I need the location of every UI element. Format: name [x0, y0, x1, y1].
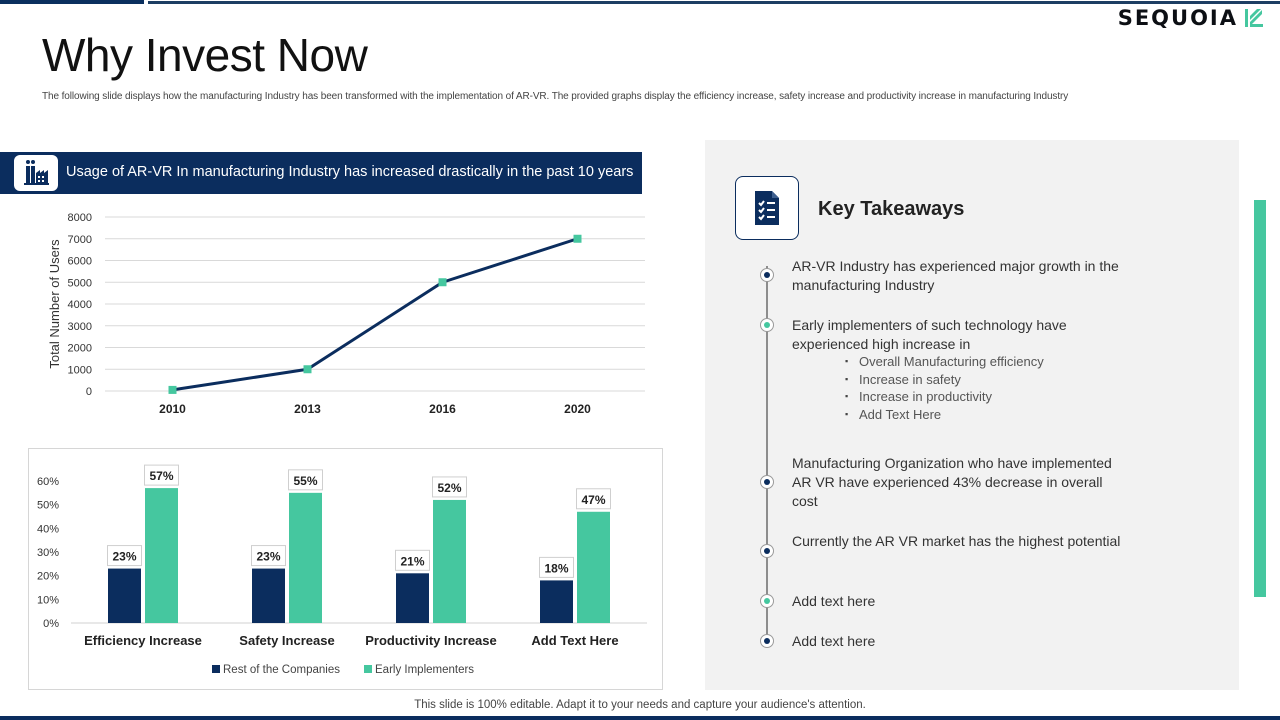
timeline-dot-1 — [760, 268, 774, 282]
y-tick-label: 10% — [37, 594, 59, 606]
legend-label: Rest of the Companies — [223, 664, 340, 676]
legend-swatch — [212, 665, 220, 673]
data-label-box — [288, 469, 323, 491]
y-tick-label: 8000 — [68, 212, 92, 224]
takeaway-1: AR-VR Industry has experienced major gro… — [792, 258, 1119, 293]
data-label-box — [539, 556, 574, 578]
data-label-box — [144, 464, 179, 486]
data-point — [573, 234, 582, 243]
data-label-box — [251, 545, 286, 567]
data-point — [168, 385, 177, 394]
footer-note: This slide is 100% editable. Adapt it to… — [414, 699, 866, 711]
y-tick-label: 1000 — [68, 364, 92, 376]
key-takeaways-panel: Key Takeaways AR-VR Industry has experie… — [705, 140, 1239, 690]
data-label-box — [432, 476, 467, 498]
y-tick-label: 50% — [37, 500, 59, 512]
y-tick-label: 0% — [43, 618, 59, 630]
legend-swatch — [364, 665, 372, 673]
increase-bar-chart: 0% 10% 20% 30% 40% 50% 60% 23% 57% Efficiency Inc… — [37, 464, 647, 676]
data-label-box — [576, 488, 611, 510]
series-line — [172, 237, 578, 392]
bar — [289, 492, 322, 623]
bar — [433, 499, 466, 623]
data-label: 23% — [112, 550, 136, 564]
timeline-dot-5 — [760, 594, 774, 608]
bar — [145, 488, 178, 623]
legend-label: Early Implementers — [375, 664, 474, 676]
users-line-chart: 0 1000 2000 3000 4000 5000 6000 7000 8000 2010 201… — [47, 212, 645, 416]
takeaway-2-sublist: Overall Manufacturing efficiency Increas… — [845, 353, 1044, 423]
page-subtitle: The following slide displays how the man… — [42, 91, 1069, 102]
logo-text: SEQUOIA — [1117, 6, 1238, 30]
category-label: Safety Increase — [239, 633, 334, 648]
sublist-item: Overall Manufacturing efficiency — [845, 353, 1044, 371]
factory-icon — [14, 155, 58, 191]
bar — [540, 580, 573, 623]
bar — [396, 573, 429, 623]
bottom-accent-bar — [0, 716, 1280, 720]
x-tick-label: 2013 — [294, 402, 321, 416]
y-axis-label: Total Number of Users — [47, 239, 62, 369]
timeline-dot-6 — [760, 634, 774, 648]
takeaway-4: Currently the AR VR market has the highe… — [792, 533, 1121, 549]
data-label: 57% — [149, 469, 173, 483]
data-label: 21% — [400, 554, 424, 568]
bar — [108, 568, 141, 623]
y-tick-label: 30% — [37, 547, 59, 559]
data-label-box — [395, 549, 430, 571]
side-accent-bar — [1254, 200, 1266, 597]
data-label: 18% — [544, 561, 568, 575]
sequoia-logo: SEQUOIA — [1118, 6, 1264, 30]
data-label: 55% — [293, 474, 317, 488]
bar — [252, 568, 285, 623]
timeline-dot-3 — [760, 475, 774, 489]
x-tick-label: 2010 — [159, 402, 186, 416]
sublist-item: Increase in safety — [845, 371, 1044, 389]
data-label: 23% — [256, 550, 280, 564]
logo-mark-icon — [1245, 9, 1263, 27]
banner-title: Usage of AR-VR In manufacturing Industry… — [66, 164, 634, 180]
timeline-dot-2 — [760, 318, 774, 332]
y-tick-label: 60% — [37, 476, 59, 488]
takeaway-3: Manufacturing Organization who have impl… — [792, 455, 1112, 509]
y-tick-label: 3000 — [68, 321, 92, 333]
x-tick-label: 2020 — [564, 402, 591, 416]
y-tick-label: 20% — [37, 571, 59, 583]
data-label: 47% — [581, 493, 605, 507]
page-title: Why Invest Now — [42, 29, 368, 81]
y-tick-label: 40% — [37, 523, 59, 535]
data-label-box — [107, 545, 142, 567]
sublist-item: Add Text Here — [845, 406, 1044, 424]
key-takeaways-title: Key Takeaways — [818, 198, 965, 220]
timeline-dot-4 — [760, 544, 774, 558]
category-label: Efficiency Increase — [84, 633, 202, 648]
y-tick-label: 0 — [86, 386, 92, 398]
takeaway-5: Add text here — [792, 593, 876, 609]
takeaway-2: Early implementers of such technology ha… — [792, 317, 1067, 352]
category-label: Productivity Increase — [365, 633, 497, 648]
bar — [577, 511, 610, 623]
data-point — [303, 365, 312, 374]
chart-banner: Usage of AR-VR In manufacturing Industry… — [0, 152, 642, 194]
data-point — [438, 278, 447, 287]
y-tick-label: 7000 — [68, 234, 92, 246]
y-tick-label: 2000 — [68, 343, 92, 355]
takeaway-6: Add text here — [792, 633, 876, 649]
timeline-line — [766, 266, 768, 642]
y-tick-label: 5000 — [68, 277, 92, 289]
data-label: 52% — [437, 481, 461, 495]
top-rule — [148, 1, 1280, 4]
sublist-item: Increase in productivity — [845, 388, 1044, 406]
checklist-icon — [735, 176, 799, 240]
bar-chart-frame: 0% 10% 20% 30% 40% 50% 60% 23% 57% Efficiency Inc… — [28, 448, 663, 690]
y-tick-label: 4000 — [68, 299, 92, 311]
y-tick-label: 6000 — [68, 256, 92, 268]
top-accent-bar — [0, 0, 144, 4]
x-tick-label: 2016 — [429, 402, 456, 416]
category-label: Add Text Here — [531, 633, 618, 648]
